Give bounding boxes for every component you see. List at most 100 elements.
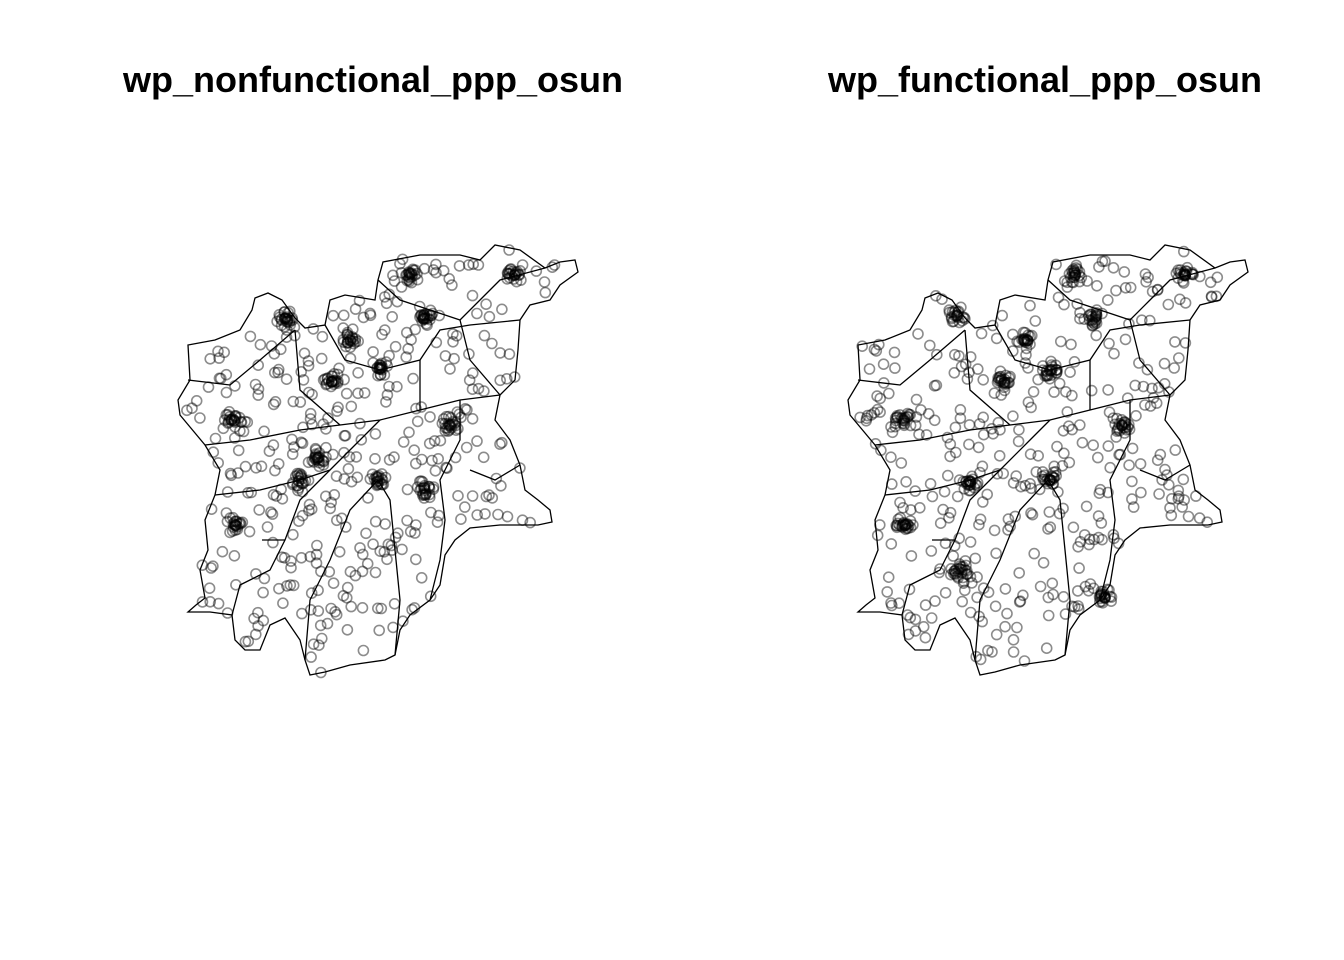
- point: [910, 393, 923, 406]
- point: [466, 412, 479, 425]
- point: [1042, 369, 1055, 382]
- point: [320, 423, 332, 435]
- point: [444, 419, 456, 431]
- point: [893, 519, 906, 532]
- point: [452, 422, 464, 435]
- point: [1173, 266, 1186, 279]
- point: [432, 509, 445, 522]
- point: [1020, 342, 1033, 355]
- point: [1073, 275, 1086, 288]
- point: [325, 496, 338, 509]
- point: [449, 416, 462, 429]
- point: [1118, 266, 1131, 278]
- point: [400, 326, 413, 339]
- point: [1126, 493, 1138, 505]
- point: [1024, 299, 1036, 312]
- point: [417, 312, 430, 325]
- point: [283, 305, 296, 318]
- point: [953, 558, 966, 570]
- point: [369, 566, 382, 579]
- point: [1099, 590, 1111, 603]
- point: [410, 519, 422, 531]
- point: [1119, 417, 1132, 429]
- point: [923, 339, 936, 352]
- point: [951, 308, 964, 321]
- district-boundary: [294, 329, 341, 426]
- point: [1112, 537, 1125, 550]
- point: [370, 476, 383, 489]
- point: [379, 471, 392, 484]
- point: [1074, 312, 1086, 325]
- point: [373, 361, 386, 374]
- point: [1040, 369, 1053, 382]
- point: [303, 498, 316, 511]
- point: [345, 600, 358, 613]
- point: [340, 340, 352, 353]
- point: [929, 289, 942, 302]
- point: [346, 323, 359, 336]
- point: [1044, 474, 1056, 486]
- point: [378, 324, 391, 336]
- point: [373, 359, 386, 371]
- point: [895, 457, 908, 469]
- point: [228, 415, 240, 427]
- point: [1004, 520, 1017, 533]
- point: [1178, 266, 1190, 279]
- point: [1001, 377, 1013, 390]
- point: [444, 420, 457, 433]
- point: [1012, 435, 1025, 448]
- point: [415, 482, 428, 495]
- point: [312, 452, 324, 465]
- point: [276, 551, 288, 564]
- point: [295, 468, 308, 481]
- point: [372, 469, 385, 482]
- point: [431, 516, 444, 529]
- point: [1179, 265, 1192, 277]
- point: [1043, 474, 1056, 486]
- point: [427, 264, 440, 276]
- point: [407, 264, 420, 277]
- point: [466, 490, 479, 502]
- point: [306, 418, 318, 431]
- point: [330, 608, 343, 621]
- point: [999, 377, 1012, 389]
- point: [369, 452, 381, 465]
- point: [945, 312, 958, 325]
- point: [442, 419, 455, 432]
- point: [1137, 380, 1150, 393]
- point: [234, 425, 246, 437]
- point: [430, 258, 442, 271]
- point: [1174, 264, 1187, 276]
- point: [333, 545, 346, 558]
- point: [1022, 329, 1035, 342]
- point: [378, 291, 391, 303]
- point: [296, 472, 309, 485]
- point: [479, 508, 491, 520]
- point: [977, 582, 990, 595]
- point: [285, 561, 297, 574]
- point: [460, 441, 473, 454]
- point: [342, 462, 355, 475]
- point: [506, 269, 518, 282]
- point: [974, 513, 987, 526]
- point: [1094, 483, 1107, 496]
- point: [947, 550, 960, 562]
- point: [898, 417, 911, 430]
- point: [1024, 338, 1036, 351]
- point: [937, 503, 949, 516]
- point: [976, 460, 989, 473]
- point: [357, 311, 370, 324]
- point: [961, 373, 974, 385]
- point: [408, 269, 421, 281]
- point: [904, 611, 917, 624]
- point: [539, 286, 552, 299]
- point: [249, 378, 262, 391]
- point: [1073, 269, 1086, 282]
- point: [1038, 473, 1051, 486]
- point: [508, 269, 521, 282]
- point: [380, 396, 392, 408]
- point: [447, 328, 459, 340]
- point: [444, 363, 456, 375]
- point: [952, 565, 965, 578]
- point: [1122, 418, 1135, 431]
